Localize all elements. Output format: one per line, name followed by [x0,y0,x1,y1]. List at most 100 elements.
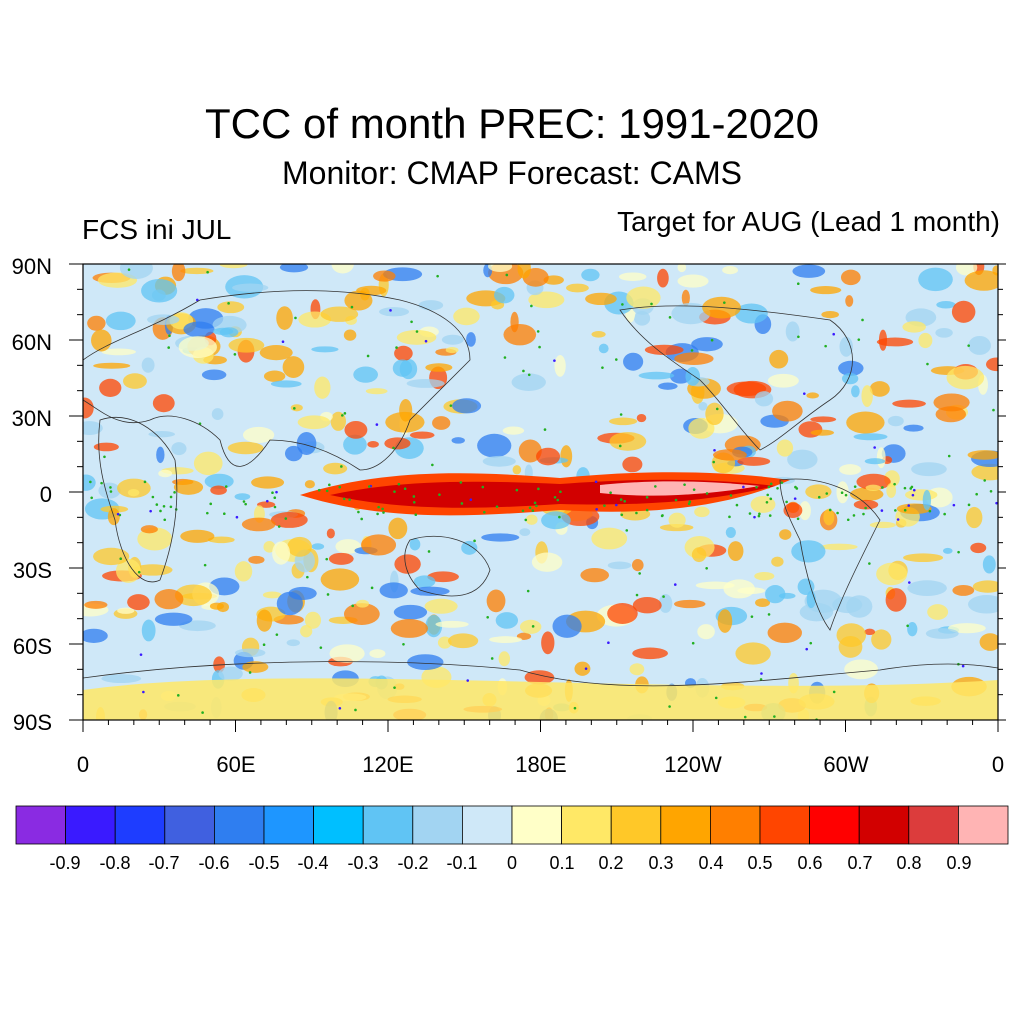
field-patch [869,521,896,529]
significance-dot [116,512,120,516]
significance-dot [893,482,896,486]
significance-dot [809,641,813,645]
field-patch [211,408,224,421]
field-patch [173,479,204,495]
colorbar-swatch [313,805,364,845]
significance-dot [603,504,606,507]
significance-dot [196,298,199,302]
significance-dot [360,517,363,521]
field-patch [609,432,647,451]
significance-dot [832,690,836,694]
field-patch [966,506,983,529]
field-patch [658,382,678,390]
field-patch [810,429,835,436]
field-patch [84,600,108,609]
field-patch [677,264,687,273]
field-patch [541,511,571,530]
colorbar-label: -0.4 [297,853,329,873]
significance-dot [983,479,986,482]
field-patch [779,529,792,540]
significance-dot [712,460,716,464]
field-patch [636,413,647,423]
significance-dot [880,509,884,512]
significance-dot [293,407,296,410]
field-patch [580,567,610,583]
map-title: TCC of month PREC: 1991-2020 [205,100,819,147]
field-patch [933,393,970,412]
significance-dot [559,490,562,494]
field-patch [488,264,513,272]
field-patch [217,301,245,314]
colorbar-swatch [461,805,513,845]
field-patch [262,591,282,599]
colorbar-swatch [561,805,612,845]
significance-dot [469,498,473,501]
field-patch [853,433,888,441]
significance-dot [392,446,395,450]
significance-dot [728,515,731,519]
field-patch [735,642,771,665]
field-patch [979,633,998,651]
colorbar-swatch [362,805,414,845]
significance-dot [348,498,351,501]
y-tick-label: 60S [12,634,52,659]
field-patch [156,446,165,464]
field-patch [560,445,573,468]
field-patch [765,585,786,604]
colorbar-swatch [213,805,265,845]
field-patch [581,268,600,282]
significance-dot [668,316,672,319]
field-patch [424,598,458,614]
field-patch [210,485,227,495]
significance-dot [460,502,464,505]
significance-dot [325,557,329,561]
field-patch [123,373,147,389]
field-patch [356,599,369,608]
significance-dot [690,349,694,352]
significance-dot [713,448,716,452]
significance-dot [527,373,531,377]
colorbar-swatch [610,805,662,845]
field-patch [425,614,443,638]
colorbar-swatch [114,805,166,845]
colorbar-swatch [809,805,860,845]
field-patch [531,552,563,572]
significance-dot [824,344,827,348]
significance-dot [908,581,911,584]
significance-dot [861,318,864,322]
field-patch [263,370,286,382]
field-patch [688,417,715,439]
y-tick-label: 60N [11,330,52,355]
significance-dot [995,501,998,505]
significance-dot [281,340,285,343]
field-patch [201,369,227,381]
field-patch [681,289,690,307]
field-patch [87,315,106,331]
significance-dot [143,480,147,484]
field-patch [174,584,212,607]
significance-dot [967,344,970,347]
field-patch [311,346,339,353]
field-patch [117,607,135,614]
x-tick-label: 60W [823,752,869,777]
field-patch [248,555,265,564]
correlation-field [83,264,998,720]
map-subtitle: Monitor: CMAP Forecast: CAMS [282,155,742,191]
field-patch [406,379,445,388]
significance-dot [162,505,166,508]
field-patch [935,327,953,338]
field-patch [212,327,234,336]
field-patch [204,473,234,490]
x-tick-label: 120E [362,752,414,777]
significance-dot [757,514,761,518]
colorbar-label: 0.5 [747,853,773,873]
significance-dot [438,493,441,496]
significance-dot [796,517,800,521]
significance-dot [169,495,173,499]
significance-dot [673,583,677,586]
colorbar-swatch [15,805,66,845]
field-patch [270,511,308,528]
field-patch [947,623,986,634]
significance-dot [780,481,784,484]
colorbar-label: 0.3 [648,853,674,873]
